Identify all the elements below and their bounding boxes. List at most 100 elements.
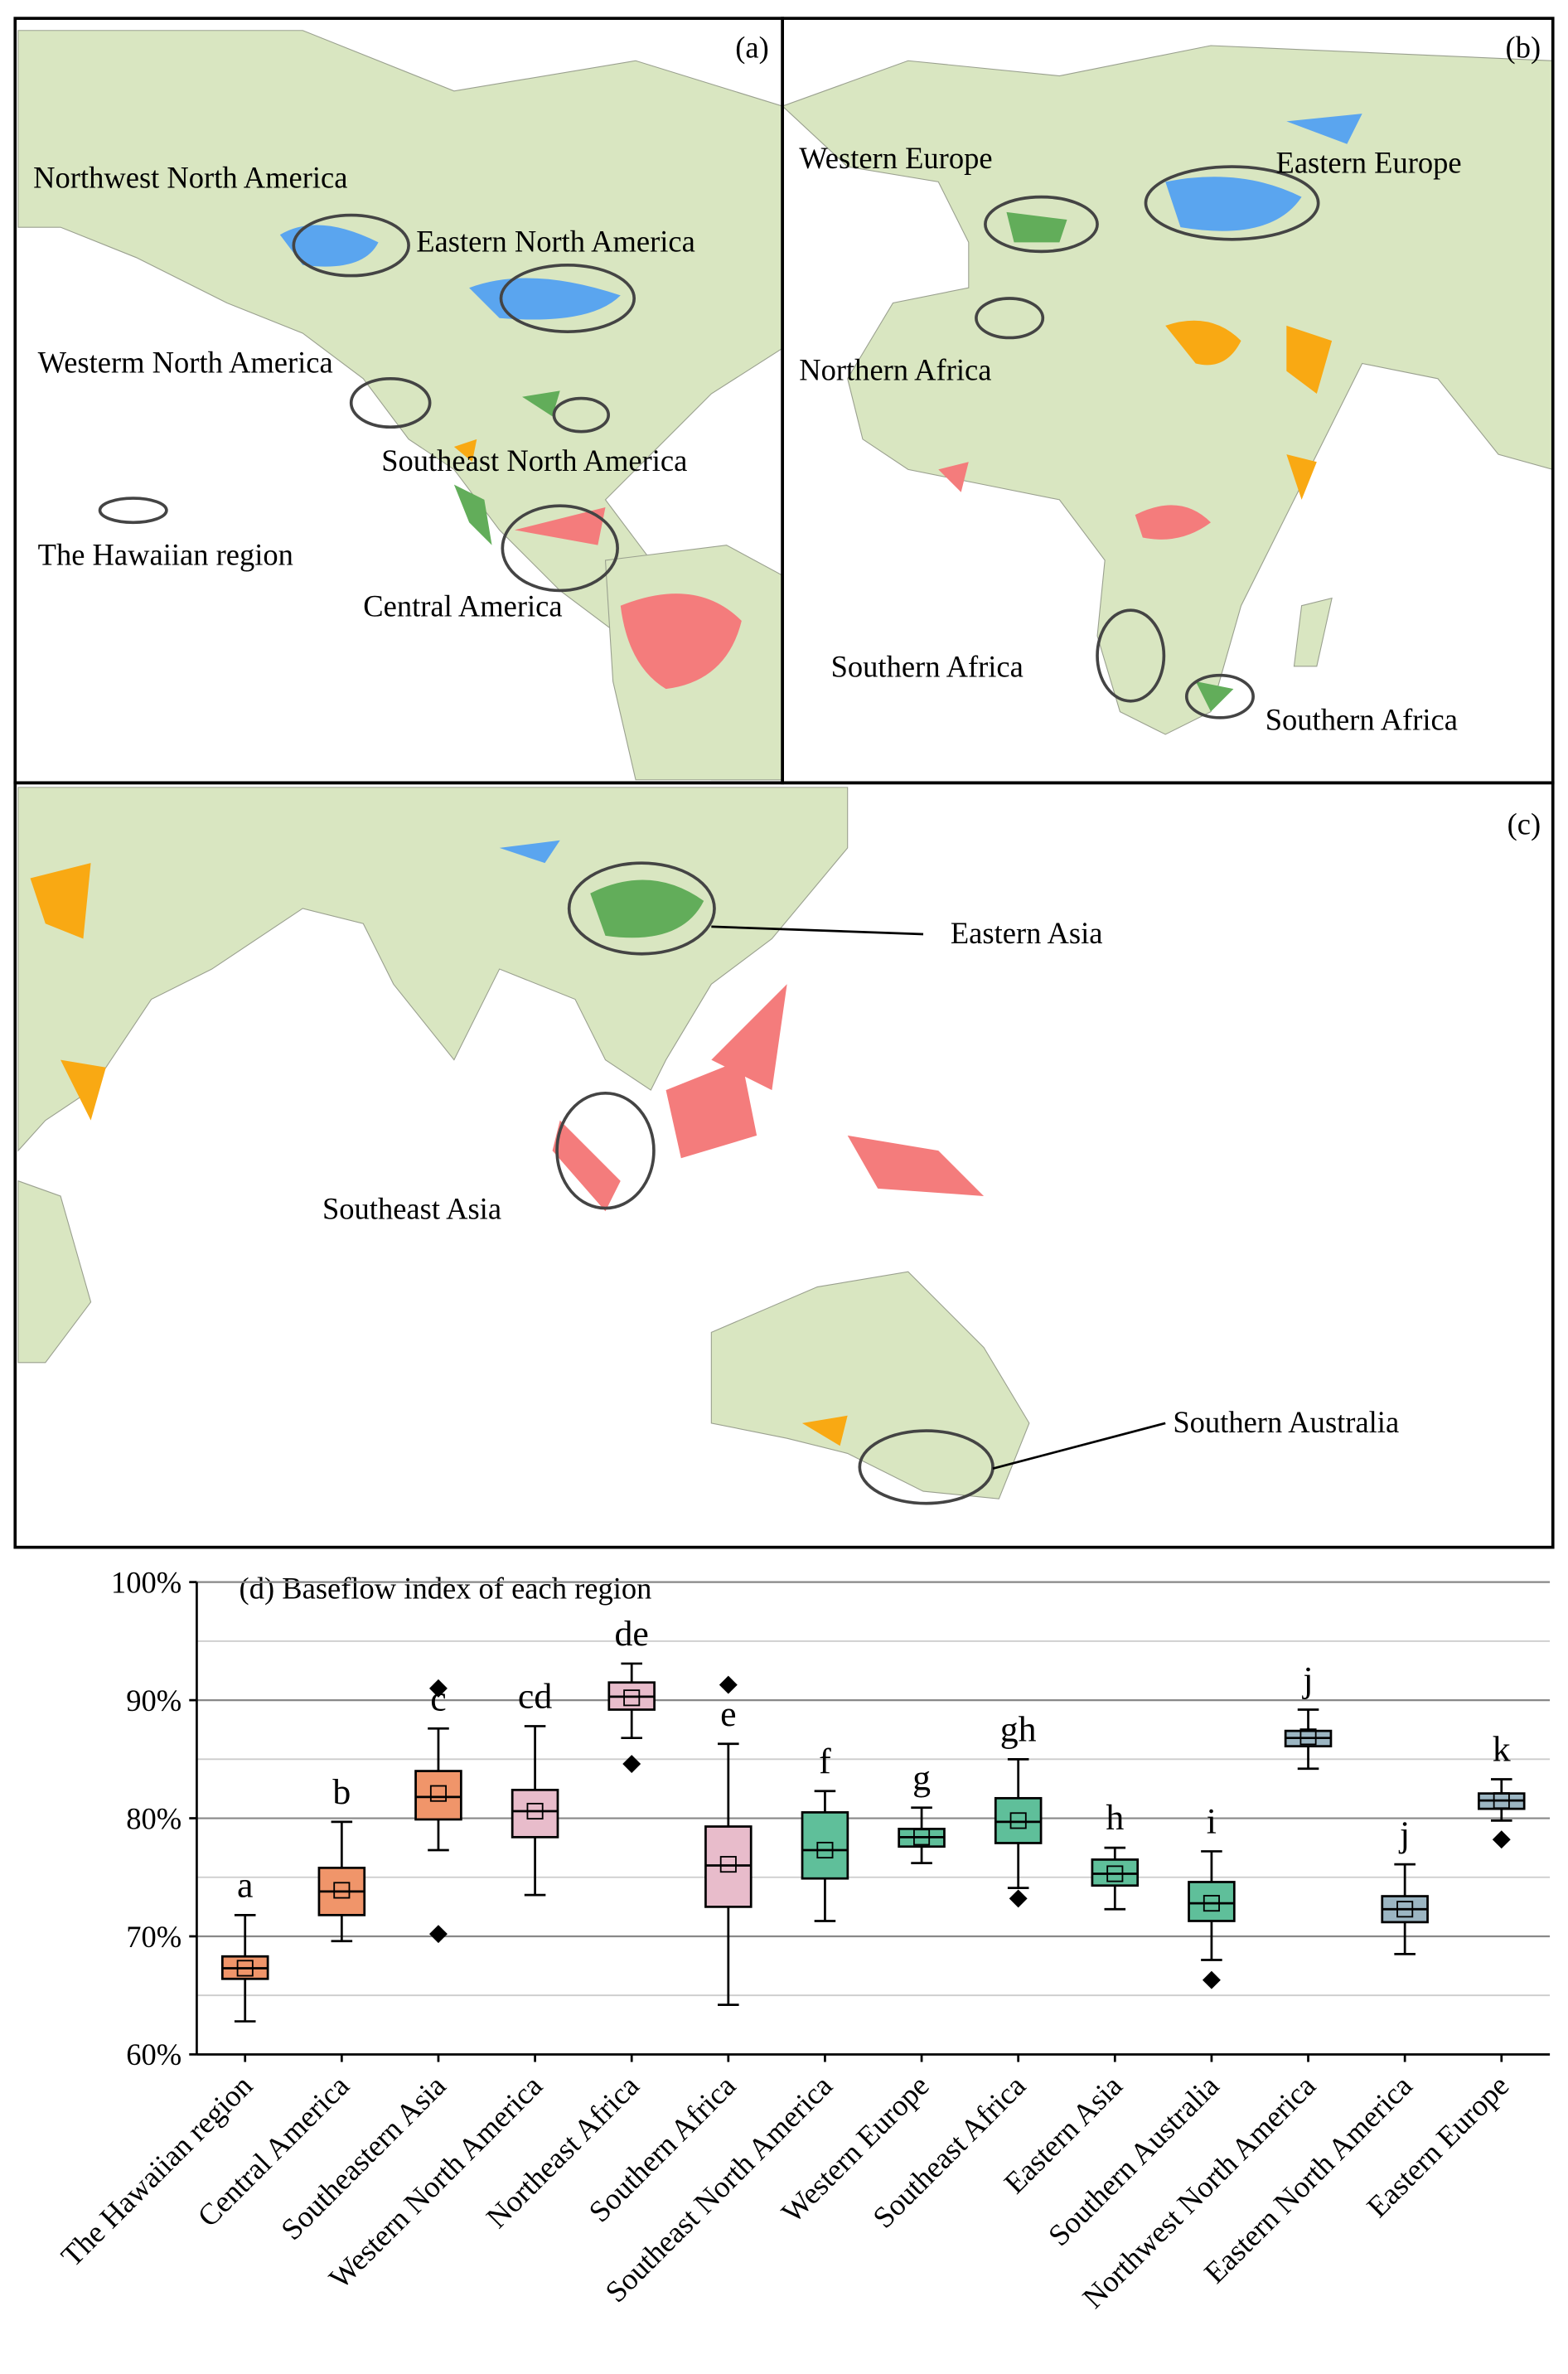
map-label: Eastern Europe bbox=[1276, 145, 1462, 179]
group-letter: gh bbox=[1000, 1709, 1037, 1749]
group-letter: b bbox=[332, 1772, 351, 1812]
map-label: Eastern Asia bbox=[951, 916, 1103, 950]
mean bbox=[913, 1829, 931, 1846]
map-label: Southern Australia bbox=[1173, 1405, 1399, 1439]
mean bbox=[526, 1802, 544, 1820]
box bbox=[704, 1825, 753, 1908]
map-label: Eastern North America bbox=[416, 224, 695, 258]
group-letter: j bbox=[1301, 1660, 1313, 1700]
y-tick-label: 100% bbox=[111, 1565, 181, 1599]
box bbox=[1188, 1881, 1236, 1922]
group-letter: e bbox=[720, 1694, 736, 1734]
group-letter: g bbox=[912, 1758, 931, 1798]
box bbox=[511, 1788, 559, 1839]
ellipse bbox=[984, 195, 1099, 254]
panel-tag: (b) bbox=[1506, 31, 1541, 65]
y-tick-label: 90% bbox=[126, 1684, 181, 1718]
outlier bbox=[1202, 1970, 1221, 1989]
y-tick-label: 80% bbox=[126, 1801, 181, 1835]
map-label: Central America bbox=[363, 589, 562, 623]
group-letter: de bbox=[615, 1614, 649, 1654]
ellipse bbox=[567, 861, 716, 956]
y-tick-label: 60% bbox=[126, 2037, 181, 2071]
ellipse bbox=[292, 213, 410, 278]
ellipse bbox=[858, 1429, 995, 1505]
region bbox=[453, 438, 477, 463]
mean bbox=[1493, 1792, 1510, 1810]
outlier bbox=[429, 1679, 448, 1698]
y-tick-label: 70% bbox=[126, 1920, 181, 1954]
outlier bbox=[622, 1755, 641, 1773]
mean bbox=[429, 1785, 448, 1802]
panel-tag: (a) bbox=[735, 31, 769, 65]
x-tick-label: Southern Australia bbox=[1042, 2068, 1226, 2252]
ellipse bbox=[1144, 165, 1320, 241]
map-label: Southeast Asia bbox=[322, 1191, 501, 1225]
outlier bbox=[429, 1925, 448, 1944]
map-a: (a) Northwest North America Eastern Nort… bbox=[17, 30, 783, 781]
map-label: Southeast North America bbox=[381, 443, 687, 477]
ellipse bbox=[501, 504, 619, 593]
mean bbox=[1009, 1812, 1027, 1829]
map-label: Southern Africa bbox=[831, 650, 1024, 684]
mean bbox=[1203, 1895, 1220, 1912]
ellipse bbox=[555, 1091, 656, 1210]
mean bbox=[816, 1841, 834, 1859]
leader-line bbox=[992, 1422, 1166, 1470]
box bbox=[414, 1770, 462, 1821]
outlier bbox=[1492, 1830, 1511, 1849]
box bbox=[801, 1811, 849, 1880]
group-letter: h bbox=[1106, 1798, 1124, 1838]
region bbox=[1165, 320, 1333, 500]
x-tick-label: Southeastern Asia bbox=[274, 2068, 452, 2246]
group-letter: cd bbox=[518, 1677, 552, 1717]
group-letter: f bbox=[819, 1742, 831, 1781]
land bbox=[1293, 597, 1333, 667]
mean bbox=[333, 1882, 351, 1899]
mean bbox=[1299, 1728, 1317, 1746]
map-b: (b) Western Europe Eastern Europe Northe… bbox=[782, 31, 1554, 736]
ellipse bbox=[552, 396, 610, 434]
lake bbox=[279, 225, 621, 320]
map-label: Western Europe bbox=[799, 141, 992, 175]
group-letter: k bbox=[1493, 1730, 1511, 1770]
ellipse bbox=[1096, 608, 1166, 703]
region bbox=[552, 984, 985, 1212]
group-letter: j bbox=[1398, 1814, 1410, 1854]
map-label: The Hawaiian region bbox=[38, 537, 293, 571]
mean bbox=[623, 1689, 641, 1707]
lake bbox=[499, 840, 560, 864]
mean bbox=[236, 1960, 254, 1977]
outlier bbox=[1009, 1889, 1028, 1908]
land bbox=[710, 1271, 1030, 1499]
ellipse bbox=[499, 263, 636, 333]
panel-tag: (c) bbox=[1508, 807, 1541, 841]
region bbox=[453, 390, 560, 545]
lake bbox=[1165, 114, 1362, 231]
ellipse bbox=[349, 376, 432, 429]
region bbox=[938, 462, 1212, 540]
region bbox=[590, 879, 704, 938]
region bbox=[514, 507, 742, 690]
mean bbox=[1396, 1901, 1414, 1918]
ellipse bbox=[975, 297, 1045, 340]
group-letter: i bbox=[1207, 1802, 1217, 1842]
map-label: Northwest North America bbox=[33, 161, 347, 195]
group-letter: c bbox=[430, 1679, 446, 1718]
panel-frame bbox=[13, 781, 1555, 1549]
land bbox=[17, 1180, 92, 1364]
map-c: (c) Eastern Asia Southeast Asia Southern… bbox=[17, 787, 1541, 1505]
mean bbox=[719, 1856, 737, 1873]
mean bbox=[1106, 1865, 1124, 1882]
map-label: Southern Africa bbox=[1266, 702, 1458, 736]
leader-line bbox=[711, 925, 924, 936]
group-letter: a bbox=[237, 1865, 253, 1905]
ellipse bbox=[98, 497, 168, 525]
outlier bbox=[719, 1675, 738, 1694]
box bbox=[994, 1796, 1043, 1844]
ellipse bbox=[1184, 673, 1255, 719]
chart-title: (d) Baseflow index of each region bbox=[240, 1572, 652, 1606]
map-label: Northern Africa bbox=[799, 353, 991, 387]
map-label: Westerm North America bbox=[38, 345, 333, 379]
